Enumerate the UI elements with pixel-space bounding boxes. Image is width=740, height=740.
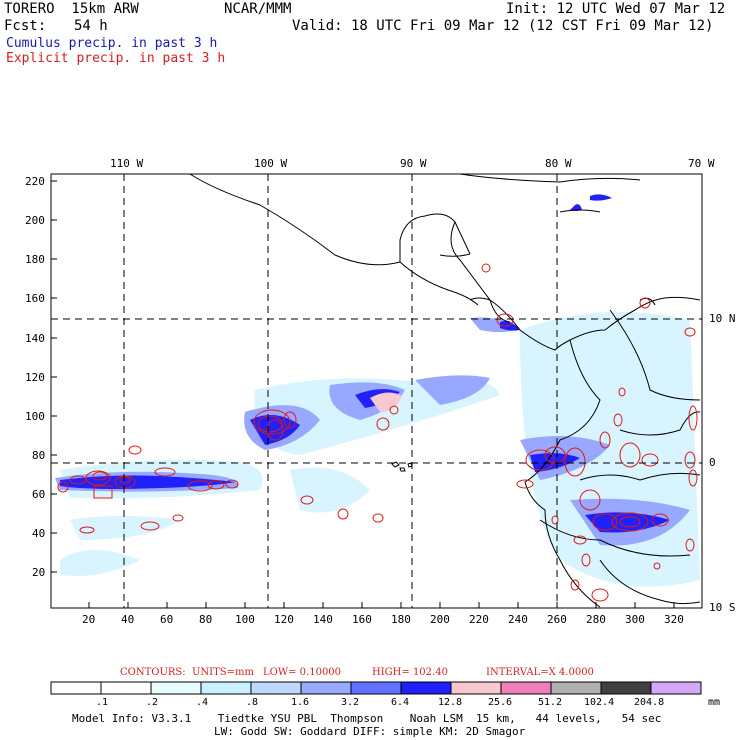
contour-info-units: UNITS=mm <box>192 667 254 678</box>
lat-label-0: 0 <box>709 456 716 469</box>
model-name: TORERO 15km ARW <box>4 1 139 17</box>
x-tick-label: 240 <box>508 613 528 626</box>
colorbar-swatch <box>250 681 302 695</box>
colorbar-label: 3.2 <box>341 697 360 708</box>
x-axis-ticks <box>88 602 675 608</box>
lon-label-110w: 110 W <box>110 157 144 170</box>
center-name: NCAR/MMM <box>224 1 292 17</box>
x-tick-label: 220 <box>469 613 489 626</box>
model-info-line1: Model Info: V3.3.1 Tiedtke YSU PBL Thomp… <box>72 712 662 725</box>
colorbar-swatch <box>550 681 602 695</box>
y-axis-ticks <box>51 180 57 573</box>
lon-label-90w: 90 W <box>400 157 427 170</box>
colorbar-label: 12.8 <box>438 697 463 708</box>
colorbar-swatch <box>400 681 452 695</box>
lat-label-10n: 10 N <box>709 312 736 325</box>
x-tick-label: 120 <box>274 613 294 626</box>
y-tick-label: 40 <box>32 527 46 540</box>
explicit-precip-contours <box>57 263 698 602</box>
x-tick-label: 280 <box>586 613 606 626</box>
y-tick-label: 100 <box>25 410 45 423</box>
y-tick-label: 60 <box>32 488 46 501</box>
model-info-line2: LW: Godd SW: Goddard DIFF: simple KM: 2D… <box>214 725 526 738</box>
colorbar-swatch <box>300 681 352 695</box>
x-tick-label: 140 <box>313 613 333 626</box>
lon-label-70w: 70 W <box>688 157 715 170</box>
x-tick-label: 180 <box>391 613 411 626</box>
init-time: Init: 12 UTC Wed 07 Mar 12 <box>506 1 726 17</box>
colorbar-label: .4 <box>196 697 209 708</box>
y-tick-label: 140 <box>25 332 45 345</box>
colorbar-label: 6.4 <box>391 697 410 708</box>
x-tick-label: 100 <box>235 613 255 626</box>
colorbar-swatch <box>350 681 402 695</box>
contour-info-interval: INTERVAL=X 4.0000 <box>486 667 594 678</box>
contour-info-contours: CONTOURS: <box>120 667 186 678</box>
lon-label-100w: 100 W <box>254 157 288 170</box>
x-tick-label: 260 <box>547 613 567 626</box>
y-tick-label: 220 <box>25 175 45 188</box>
x-tick-label: 20 <box>82 613 96 626</box>
colorbar-swatch <box>600 681 652 695</box>
colorbar-swatch <box>50 681 102 695</box>
x-tick-label: 300 <box>625 613 645 626</box>
colorbar-label: 204.8 <box>634 697 665 708</box>
y-tick-label: 160 <box>25 292 45 305</box>
valid-time: Valid: 18 UTC Fri 09 Mar 12 (12 CST Fri … <box>292 18 714 34</box>
x-tick-label: 200 <box>430 613 450 626</box>
y-tick-label: 180 <box>25 253 45 266</box>
y-tick-label: 80 <box>32 449 46 462</box>
colorbar-label: .2 <box>146 697 159 708</box>
colorbar-swatch <box>100 681 152 695</box>
colorbar-swatch <box>650 681 702 695</box>
x-tick-label: 40 <box>121 613 135 626</box>
contour-info-high: HIGH= 102.40 <box>372 667 448 678</box>
colorbar-label: 51.2 <box>538 697 563 708</box>
colorbar-label: .8 <box>246 697 259 708</box>
lat-label-10s: 10 S <box>709 601 736 614</box>
colorbar-swatch <box>200 681 252 695</box>
y-tick-label: 20 <box>32 566 46 579</box>
cumulus-field-label: Cumulus precip. in past 3 h <box>6 36 218 51</box>
colorbar-unit: mm <box>708 697 721 708</box>
intense-precip-areas <box>370 392 402 412</box>
forecast-hour: 54 h <box>74 18 108 34</box>
x-tick-label: 160 <box>352 613 372 626</box>
contour-info-low: LOW= 0.10000 <box>263 667 342 678</box>
colorbar-swatch <box>150 681 202 695</box>
x-tick-label: 60 <box>160 613 174 626</box>
colorbar-label: 102.4 <box>584 697 615 708</box>
y-tick-label: 200 <box>25 214 45 227</box>
x-tick-label: 80 <box>199 613 213 626</box>
explicit-field-label: Explicit precip. in past 3 h <box>6 51 226 66</box>
colorbar-label: 1.6 <box>291 697 310 708</box>
lon-label-80w: 80 W <box>545 157 572 170</box>
x-tick-label: 320 <box>664 613 684 626</box>
colorbar-label: .1 <box>96 697 109 708</box>
y-tick-label: 120 <box>25 371 45 384</box>
colorbar-label: 25.6 <box>488 697 513 708</box>
colorbar-swatch <box>500 681 552 695</box>
forecast-label: Fcst: <box>4 18 47 34</box>
colorbar-swatch <box>450 681 502 695</box>
colorbar <box>50 681 702 695</box>
latlon-grid <box>51 174 702 608</box>
